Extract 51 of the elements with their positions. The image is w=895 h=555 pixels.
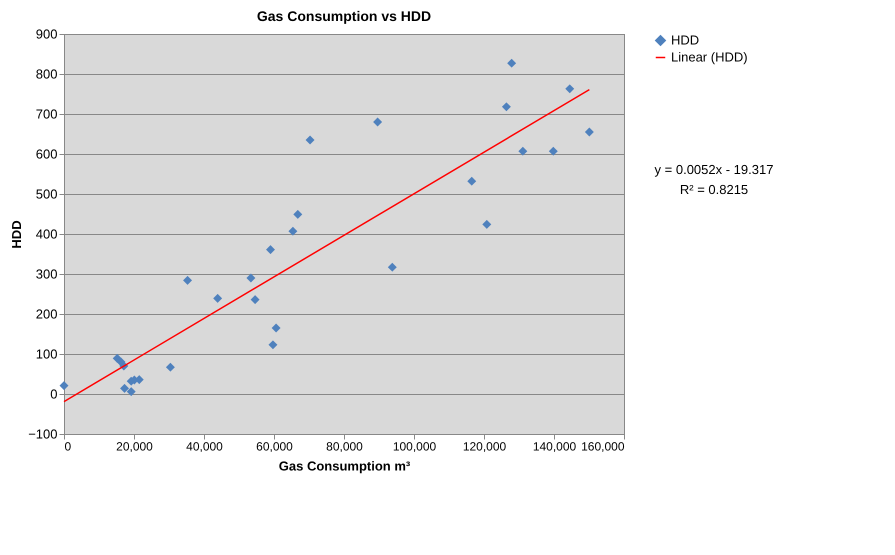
y-axis-title: HDD xyxy=(9,220,24,249)
x-tick-label: 160,000 xyxy=(581,440,625,454)
legend-label: Linear (HDD) xyxy=(671,50,748,64)
point xyxy=(518,146,528,156)
point xyxy=(373,118,382,126)
y-tick-label: 700 xyxy=(36,106,58,122)
x-tick-label: 80,000 xyxy=(326,440,364,454)
x-tick-label: 140,000 xyxy=(532,440,577,454)
point xyxy=(548,146,558,156)
y-tick-label: 0 xyxy=(50,386,58,402)
point xyxy=(213,294,222,303)
legend-label: HDD xyxy=(671,32,700,48)
point xyxy=(306,136,315,144)
point xyxy=(293,210,302,219)
x-tick-label: 100,000 xyxy=(392,440,437,454)
point xyxy=(120,384,130,393)
x-axis-title: Gas Consumption m³ xyxy=(278,458,411,474)
y-tick-label: 900 xyxy=(36,26,58,42)
point xyxy=(502,102,511,112)
y-tick-label: 500 xyxy=(36,186,58,202)
y-tick-label: 800 xyxy=(36,66,58,82)
point xyxy=(60,381,68,390)
point xyxy=(268,340,278,350)
text: R² = 0.8215 xyxy=(680,182,748,197)
point xyxy=(126,387,136,396)
point xyxy=(388,262,397,272)
point xyxy=(584,128,594,136)
x-tick-label: 120,000 xyxy=(462,440,507,454)
point xyxy=(183,276,192,285)
x-tick-label: 60,000 xyxy=(256,440,294,454)
y-tick-label: 100 xyxy=(36,346,58,362)
x-tick-label: 20,000 xyxy=(116,440,154,454)
point xyxy=(266,245,275,254)
y-tick-label: 400 xyxy=(36,226,58,242)
y-tick-label: 200 xyxy=(36,306,58,322)
point xyxy=(246,274,256,282)
point xyxy=(467,176,476,186)
point xyxy=(507,58,516,68)
point xyxy=(288,226,298,236)
text: y = 0.0052x - 19.317 xyxy=(654,162,774,177)
x-tick-label: 0 xyxy=(64,440,72,454)
y-tick-label: 600 xyxy=(36,146,58,162)
point xyxy=(482,220,492,229)
point xyxy=(565,84,574,94)
x-tick-label: 40,000 xyxy=(186,440,224,454)
y-tick-label: 300 xyxy=(36,266,58,282)
chart-title: Gas Consumption vs HDD xyxy=(256,8,432,24)
point xyxy=(272,324,281,332)
point xyxy=(250,295,260,304)
y-tick-label: −100 xyxy=(28,426,58,442)
point xyxy=(166,362,175,372)
